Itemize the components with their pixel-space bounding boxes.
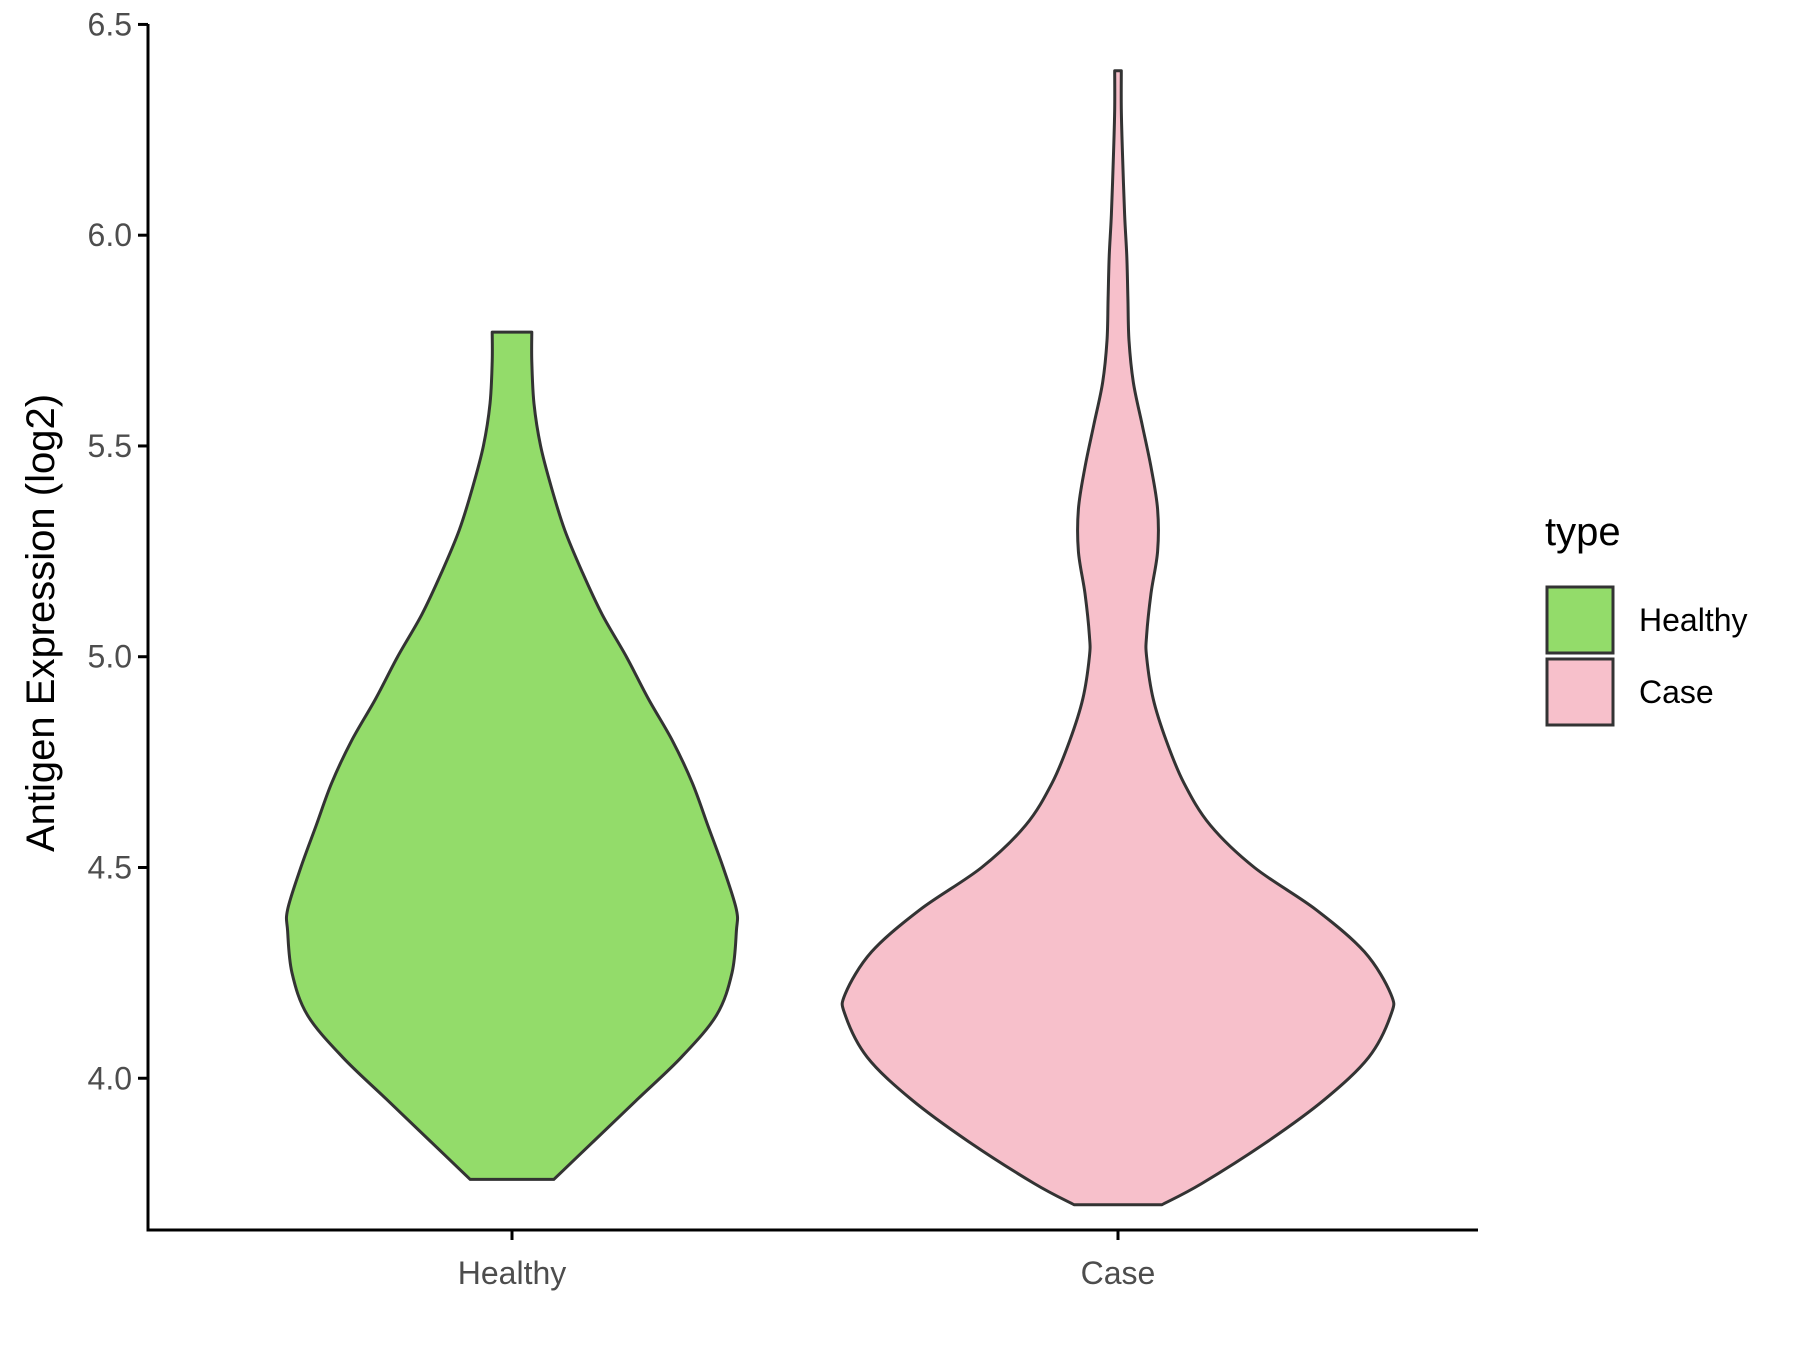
y-axis-title: Antigen Expression (log2) (19, 394, 63, 852)
violin-case (840, 69, 1396, 1207)
legend-title: type (1545, 510, 1621, 554)
y-tick-label: 5.0 (88, 639, 132, 675)
violin-layer (284, 69, 1396, 1207)
x-axis-ticks: Healthy Case (458, 1230, 1156, 1291)
legend-label: Case (1639, 674, 1714, 710)
x-tick-label: Healthy (458, 1255, 567, 1291)
y-tick-label: 6.5 (88, 6, 132, 42)
y-axis-ticks: 4.0 4.5 5.0 5.5 6.0 6.5 (88, 6, 148, 1096)
y-tick-label: 5.5 (88, 428, 132, 464)
y-tick-label: 4.5 (88, 849, 132, 885)
legend-items: Healthy Case (1545, 585, 1748, 727)
legend-key-case (1545, 657, 1615, 727)
legend-label: Healthy (1639, 602, 1748, 638)
legend: type Healthy Case (1545, 510, 1748, 727)
x-tick-label: Case (1081, 1255, 1156, 1291)
y-tick-label: 6.0 (88, 217, 132, 253)
violin-healthy (284, 330, 740, 1181)
legend-key-healthy (1545, 585, 1615, 655)
y-tick-label: 4.0 (88, 1060, 132, 1096)
